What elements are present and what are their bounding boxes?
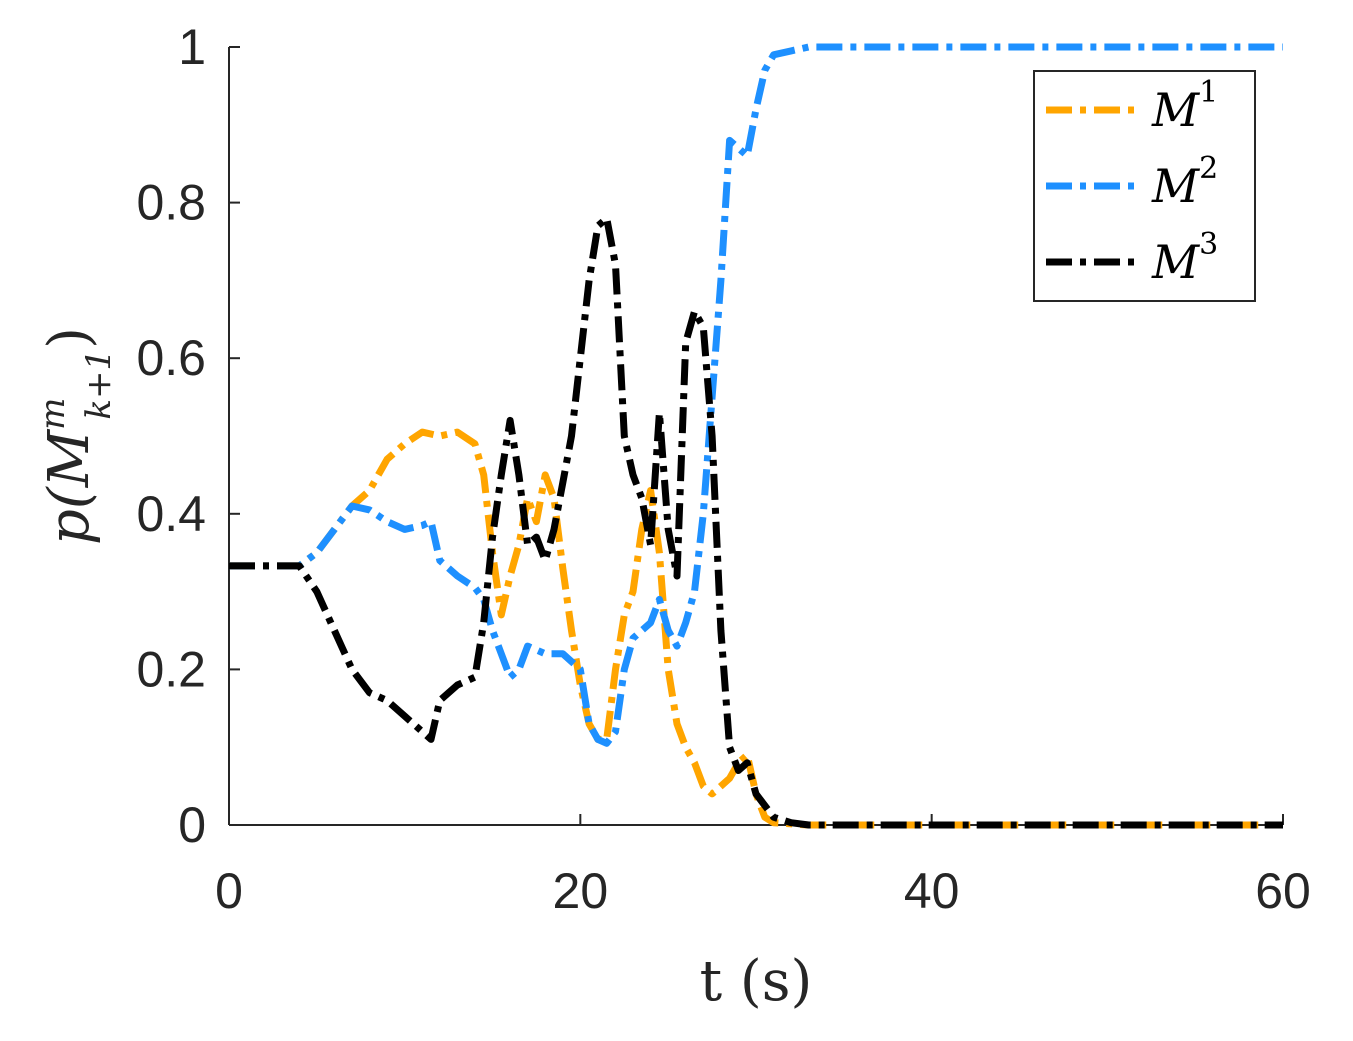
y-axis-label: p(Mm k+1) [33, 327, 119, 545]
y-axis-label-base: p( [37, 486, 102, 545]
x-axis-label: t (s) [700, 949, 813, 1014]
x-tick-label: 0 [215, 863, 243, 919]
y-axis-label-close: ) [37, 327, 102, 349]
y-axis-label-symbol: M [37, 428, 102, 488]
legend-label-1: M1 [1151, 75, 1218, 137]
y-axis-label-sub: k+1 [79, 349, 119, 420]
y-tick-label: 0.2 [136, 641, 206, 697]
series-line-3 [229, 214, 1283, 829]
x-tick-label: 60 [1255, 863, 1311, 919]
x-ticks: 0 20 40 60 [215, 814, 1311, 919]
y-axis-label-sup: m [33, 398, 73, 430]
legend-label-2: M2 [1151, 151, 1218, 213]
svg-text:p(Mmk+1): p(Mm k+1) [33, 327, 119, 545]
y-tick-label: 0.6 [136, 330, 206, 386]
y-tick-label: 0 [178, 797, 206, 853]
series-line-2 [229, 43, 1283, 747]
legend-label-3: M3 [1151, 227, 1218, 289]
y-ticks: 0 0.2 0.4 0.6 0.8 1 [136, 19, 240, 853]
y-tick-label: 1 [178, 19, 206, 75]
x-tick-label: 40 [904, 863, 960, 919]
x-tick-label: 20 [553, 863, 609, 919]
y-tick-label: 0.4 [136, 486, 206, 542]
y-tick-label: 0.8 [136, 175, 206, 231]
series-line-1 [229, 428, 1283, 829]
legend: M1 M2 M3 [1033, 70, 1256, 302]
series-layer [229, 43, 1283, 829]
